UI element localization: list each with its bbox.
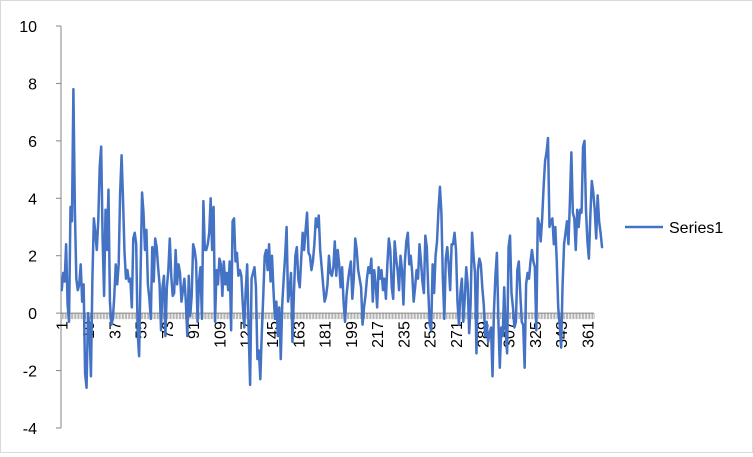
x-tick-label: 181	[318, 321, 335, 348]
y-axis: -4 -2 0 2 4 6 8 10	[19, 19, 62, 438]
x-tick-label: 325	[528, 321, 545, 348]
x-tick-label: 199	[344, 321, 361, 348]
x-tick-label: 127	[239, 321, 256, 348]
y-tick-label: 6	[28, 134, 37, 151]
x-tick-label: 235	[396, 321, 413, 348]
y-tick-label: 2	[28, 249, 37, 266]
x-tick-label: 163	[291, 321, 308, 348]
series-lines	[60, 87, 604, 390]
x-tick-label: 109	[212, 321, 229, 348]
y-tick-label: 4	[28, 191, 37, 208]
y-tick-label: -4	[23, 421, 37, 438]
y-tick-label: 0	[28, 306, 37, 323]
legend: Series1	[625, 220, 723, 237]
series-line-1	[60, 87, 604, 390]
x-tick-label: 1	[55, 321, 72, 330]
x-tick-label: 37	[107, 321, 124, 339]
y-tick-label: 10	[19, 19, 37, 36]
x-tick-label: 91	[186, 321, 203, 339]
x-tick-label: 253	[423, 321, 440, 348]
y-tick-label: -2	[23, 364, 37, 381]
y-tick-label: 8	[28, 76, 37, 93]
x-tick-label: 55	[134, 321, 151, 339]
x-tick-label: 271	[449, 321, 466, 348]
x-tick-label: 217	[370, 321, 387, 348]
x-tick-label: 361	[580, 321, 597, 348]
legend-label: Series1	[669, 220, 723, 237]
